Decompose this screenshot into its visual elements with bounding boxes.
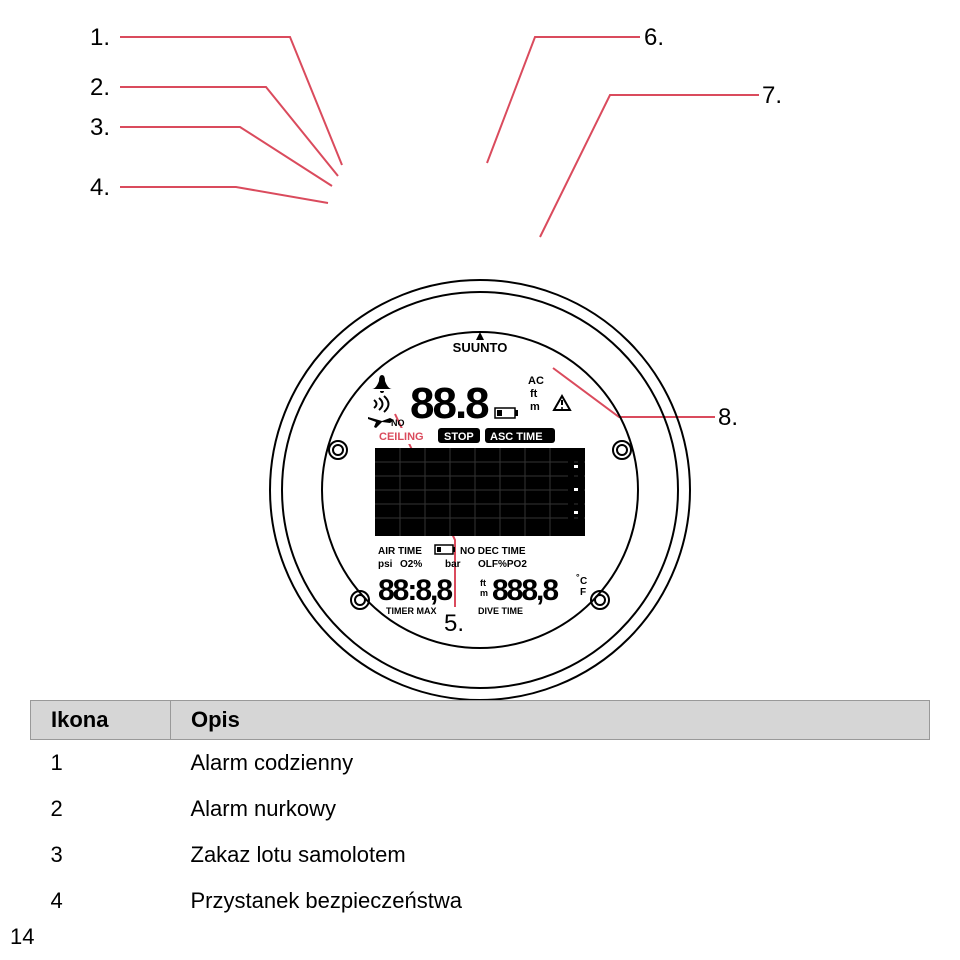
svg-text:CEILING: CEILING bbox=[379, 431, 424, 443]
callout-4: 4. bbox=[90, 174, 110, 202]
svg-text:OLF%PO2: OLF%PO2 bbox=[478, 559, 527, 570]
callout-7: 7. bbox=[762, 82, 782, 110]
cell-ikona: 1 bbox=[31, 740, 171, 787]
svg-text:O2%: O2% bbox=[400, 559, 422, 570]
svg-text:C: C bbox=[580, 576, 587, 587]
callout-1: 1. bbox=[90, 24, 110, 52]
svg-text:F: F bbox=[580, 587, 586, 598]
table-row: 1 Alarm codzienny bbox=[31, 740, 930, 787]
svg-text:STOP: STOP bbox=[444, 431, 474, 443]
callout-6: 6. bbox=[644, 24, 664, 52]
table-row: 4 Przystanek bezpieczeństwa bbox=[31, 878, 930, 924]
svg-text:TIMER MAX: TIMER MAX bbox=[386, 606, 437, 616]
upper-digits: 88.8 bbox=[410, 379, 489, 428]
svg-text:m: m bbox=[530, 401, 540, 413]
cell-opis: Zakaz lotu samolotem bbox=[171, 832, 930, 878]
cell-opis: Przystanek bezpieczeństwa bbox=[171, 878, 930, 924]
svg-text:ft: ft bbox=[480, 578, 486, 588]
cell-opis: Alarm codzienny bbox=[171, 740, 930, 787]
th-opis: Opis bbox=[171, 701, 930, 740]
svg-text:DIVE TIME: DIVE TIME bbox=[478, 606, 523, 616]
svg-text:888,8: 888,8 bbox=[492, 574, 558, 607]
cell-ikona: 4 bbox=[31, 878, 171, 924]
svg-text:bar: bar bbox=[445, 559, 461, 570]
lower-digits: 88:8,8 ft m 888,8 ° C F TIMER MAX DIVE T… bbox=[378, 572, 587, 616]
callout-8: 8. bbox=[718, 404, 738, 432]
cell-ikona: 2 bbox=[31, 786, 171, 832]
lcd-grid bbox=[375, 448, 585, 536]
svg-text:ft: ft bbox=[530, 388, 538, 400]
table-row: 3 Zakaz lotu samolotem bbox=[31, 832, 930, 878]
legend-table: Ikona Opis 1 Alarm codzienny 2 Alarm nur… bbox=[30, 700, 930, 924]
svg-text:NO: NO bbox=[391, 418, 405, 428]
upper-row: NO 88.8 AC ft m bbox=[368, 375, 570, 428]
th-ikona: Ikona bbox=[31, 701, 171, 740]
svg-text:m: m bbox=[480, 588, 488, 598]
device-diagram: SUUNTO NO 88.8 AC ft m bbox=[260, 270, 700, 715]
svg-text:psi: psi bbox=[378, 559, 393, 570]
svg-text:AC: AC bbox=[528, 375, 544, 387]
svg-text:88:8,8: 88:8,8 bbox=[378, 574, 452, 607]
svg-text:AIR TIME: AIR TIME bbox=[378, 546, 422, 557]
svg-text:NO DEC TIME: NO DEC TIME bbox=[460, 546, 526, 557]
page-number: 14 bbox=[10, 924, 34, 950]
callout-3: 3. bbox=[90, 114, 110, 142]
cell-ikona: 3 bbox=[31, 832, 171, 878]
lower-labels: AIR TIME NO DEC TIME psi O2% bar OLF%PO2 bbox=[378, 545, 527, 570]
table-row: 2 Alarm nurkowy bbox=[31, 786, 930, 832]
brand-text: SUUNTO bbox=[453, 340, 508, 355]
svg-text:ASC TIME: ASC TIME bbox=[490, 431, 543, 443]
cell-opis: Alarm nurkowy bbox=[171, 786, 930, 832]
legend-table-container: Ikona Opis 1 Alarm codzienny 2 Alarm nur… bbox=[0, 700, 960, 924]
ceiling-row: CEILING STOP ASC TIME bbox=[375, 428, 595, 444]
callout-2: 2. bbox=[90, 74, 110, 102]
